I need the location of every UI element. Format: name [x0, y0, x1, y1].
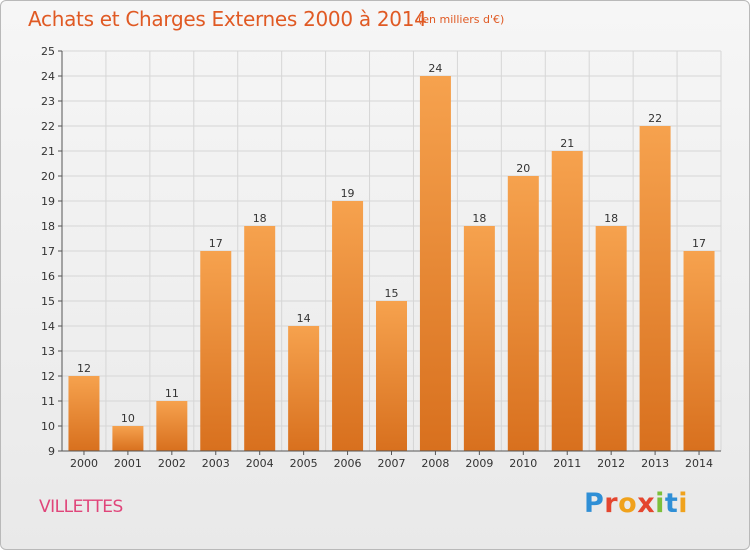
logo-letter: t	[664, 488, 679, 519]
bar	[683, 251, 715, 451]
data-label: 18	[253, 212, 267, 225]
data-label: 19	[341, 187, 355, 200]
y-tick-label: 21	[41, 145, 55, 158]
bar	[200, 251, 232, 451]
y-tick-label: 13	[41, 345, 55, 358]
x-tick-label: 2012	[597, 457, 625, 470]
bar	[156, 401, 188, 451]
logo-letter: r	[604, 488, 619, 519]
logo-letter: i	[655, 488, 665, 519]
y-tick-label: 23	[41, 95, 55, 108]
y-tick-label: 19	[41, 195, 55, 208]
data-label: 15	[385, 287, 399, 300]
bar	[639, 126, 671, 451]
bar	[112, 426, 144, 451]
x-tick-label: 2001	[114, 457, 142, 470]
logo-letter: o	[618, 488, 638, 519]
bar	[595, 226, 627, 451]
x-tick-label: 2004	[246, 457, 274, 470]
logo-letter: i	[678, 488, 689, 519]
data-label: 17	[692, 237, 706, 250]
x-tick-label: 2013	[641, 457, 669, 470]
bar	[463, 226, 495, 451]
y-tick-label: 22	[41, 120, 55, 133]
y-tick-label: 9	[48, 445, 55, 458]
bar	[507, 176, 539, 451]
y-tick-label: 11	[41, 395, 55, 408]
chart-subtitle: (en milliers d'€)	[418, 13, 505, 26]
y-tick-label: 10	[41, 420, 55, 433]
data-label: 17	[209, 237, 223, 250]
commune-name: VILLETTES	[39, 497, 123, 517]
data-label: 11	[165, 387, 179, 400]
y-tick-label: 24	[41, 70, 55, 83]
proxiti-logo: Proxiti	[584, 488, 688, 519]
logo-letter: P	[584, 488, 605, 519]
y-tick-label: 17	[41, 245, 55, 258]
x-tick-label: 2002	[158, 457, 186, 470]
x-tick-label: 2009	[465, 457, 493, 470]
data-label: 14	[297, 312, 311, 325]
x-tick-label: 2008	[421, 457, 449, 470]
bar	[551, 151, 583, 451]
x-tick-label: 2003	[202, 457, 230, 470]
bar	[419, 76, 451, 451]
logo-letter: x	[637, 488, 656, 519]
bar	[332, 201, 364, 451]
bar	[244, 226, 276, 451]
data-label: 22	[648, 112, 662, 125]
y-tick-label: 20	[41, 170, 55, 183]
data-label: 21	[560, 137, 574, 150]
y-tick-label: 25	[41, 45, 55, 58]
data-label: 12	[77, 362, 91, 375]
y-tick-label: 12	[41, 370, 55, 383]
data-labels: 12 10 11 17 18 14 19 15 24 18 20 21 18 22 17	[77, 62, 706, 425]
data-label: 18	[472, 212, 486, 225]
y-tick-label: 18	[41, 220, 55, 233]
y-tick-label: 16	[41, 270, 55, 283]
x-tick-label: 2006	[334, 457, 362, 470]
data-label: 10	[121, 412, 135, 425]
y-tick-label: 15	[41, 295, 55, 308]
y-tick-label: 14	[41, 320, 55, 333]
data-label: 20	[516, 162, 530, 175]
bar	[376, 301, 407, 451]
axes: 9 10 11 12 13 14 15 16 17 18 19 20 21 22 23 24 25 2000 200…	[41, 45, 721, 470]
chart-title: Achats et Charges Externes 2000 à 2014	[28, 7, 427, 31]
x-tick-label: 2011	[553, 457, 581, 470]
data-label: 24	[428, 62, 442, 75]
x-tick-label: 2010	[509, 457, 537, 470]
x-tick-label: 2014	[685, 457, 713, 470]
x-tick-label: 2000	[70, 457, 98, 470]
x-tick-label: 2007	[378, 457, 406, 470]
bars	[68, 76, 715, 451]
bar	[288, 326, 320, 451]
bar	[68, 376, 100, 451]
x-tick-label: 2005	[290, 457, 318, 470]
data-label: 18	[604, 212, 618, 225]
